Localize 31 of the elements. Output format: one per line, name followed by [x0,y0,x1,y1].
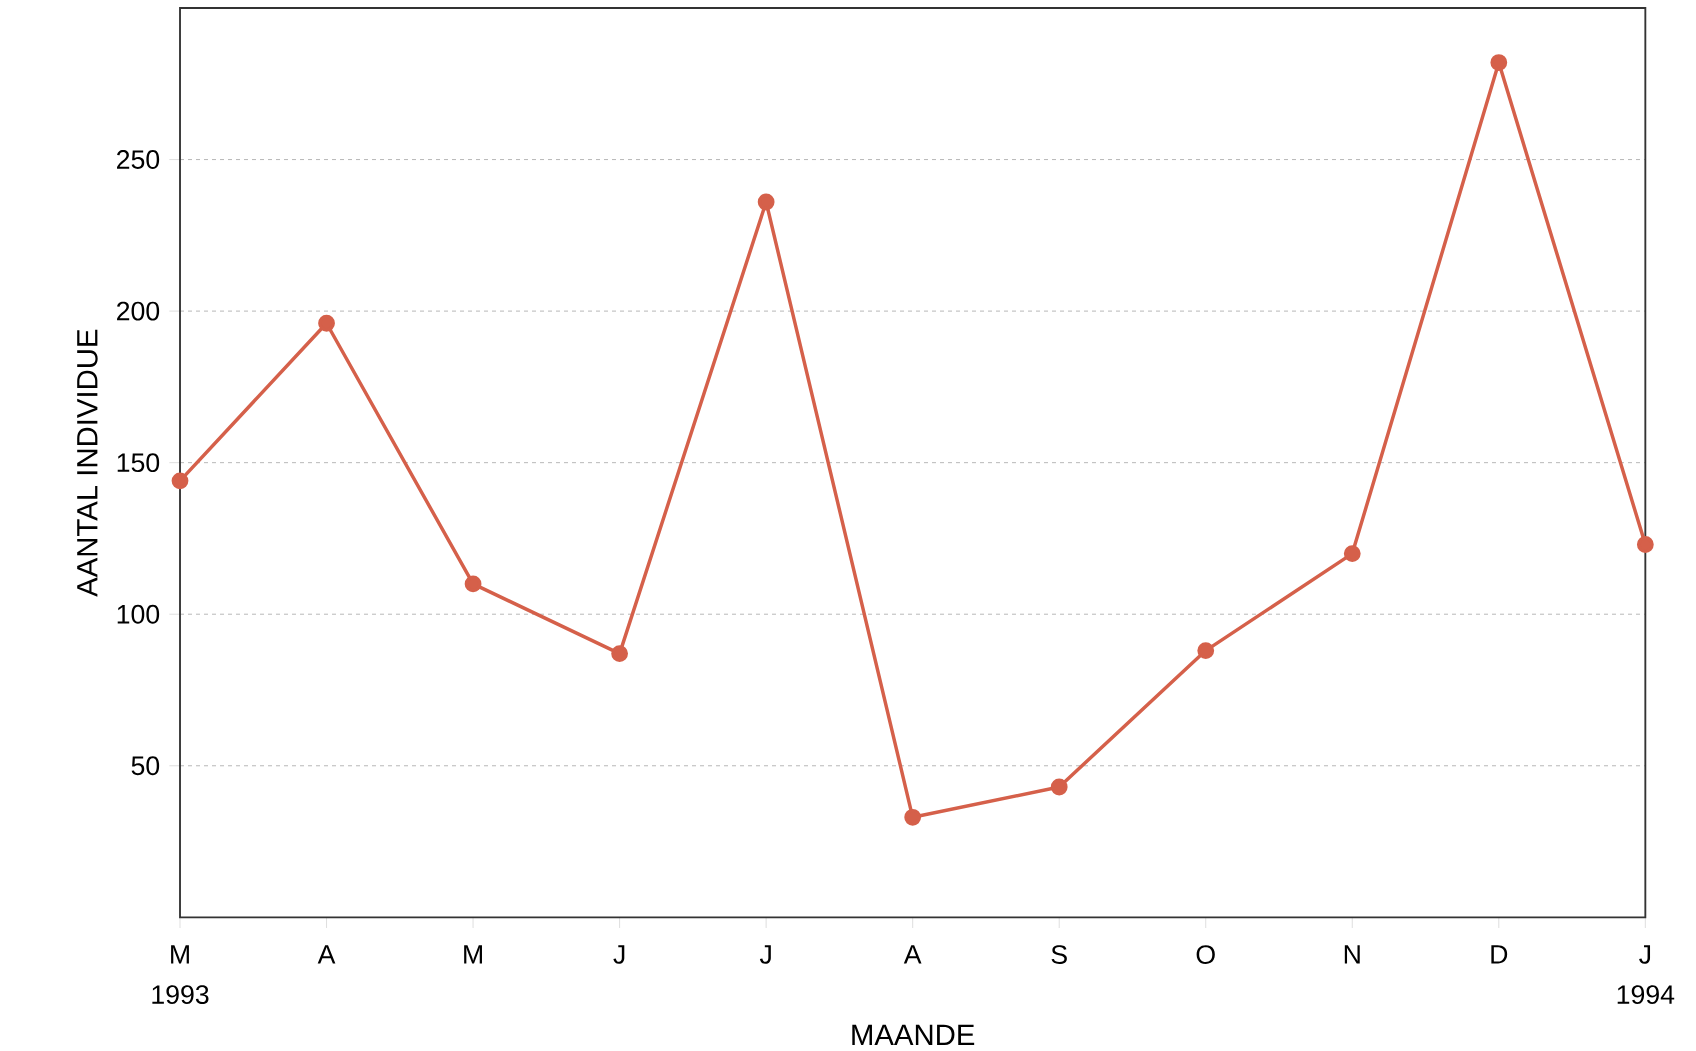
point [904,809,922,826]
x-tick-label: A [903,945,922,964]
x-tick-label: J [759,945,771,964]
x-tick-label: O [1196,945,1215,965]
point [1343,545,1361,563]
x-axis-title: MAANDE [852,1024,975,1046]
x-tick-label: J [1639,945,1651,964]
y-tick-label: 200 [117,301,160,321]
point [171,472,189,490]
x-tick-label: S [1051,945,1067,965]
point [757,193,775,211]
y-tick-label: 50 [131,756,160,776]
x-tick-label: M [464,945,482,964]
text: 1994 [1617,985,1675,1005]
y-axis-title: AANTAL INDIVIDUE [77,329,98,597]
x-tick-label: M [171,945,189,964]
x-tick-label: N [1344,945,1360,964]
point [464,575,482,593]
point [318,315,335,332]
point [1050,778,1068,796]
y-tick-label: 100 [117,604,160,624]
x-tick-label: D [1491,945,1508,964]
x-tick-label: J [613,945,625,964]
y-tick-label: 250 [117,150,160,170]
x-tick-label: A [317,945,336,964]
point [1197,642,1215,660]
text: 1993 [152,985,209,1005]
point [1636,536,1654,554]
point [611,645,629,663]
y-tick-label: 150 [117,453,160,473]
point [1490,54,1508,72]
